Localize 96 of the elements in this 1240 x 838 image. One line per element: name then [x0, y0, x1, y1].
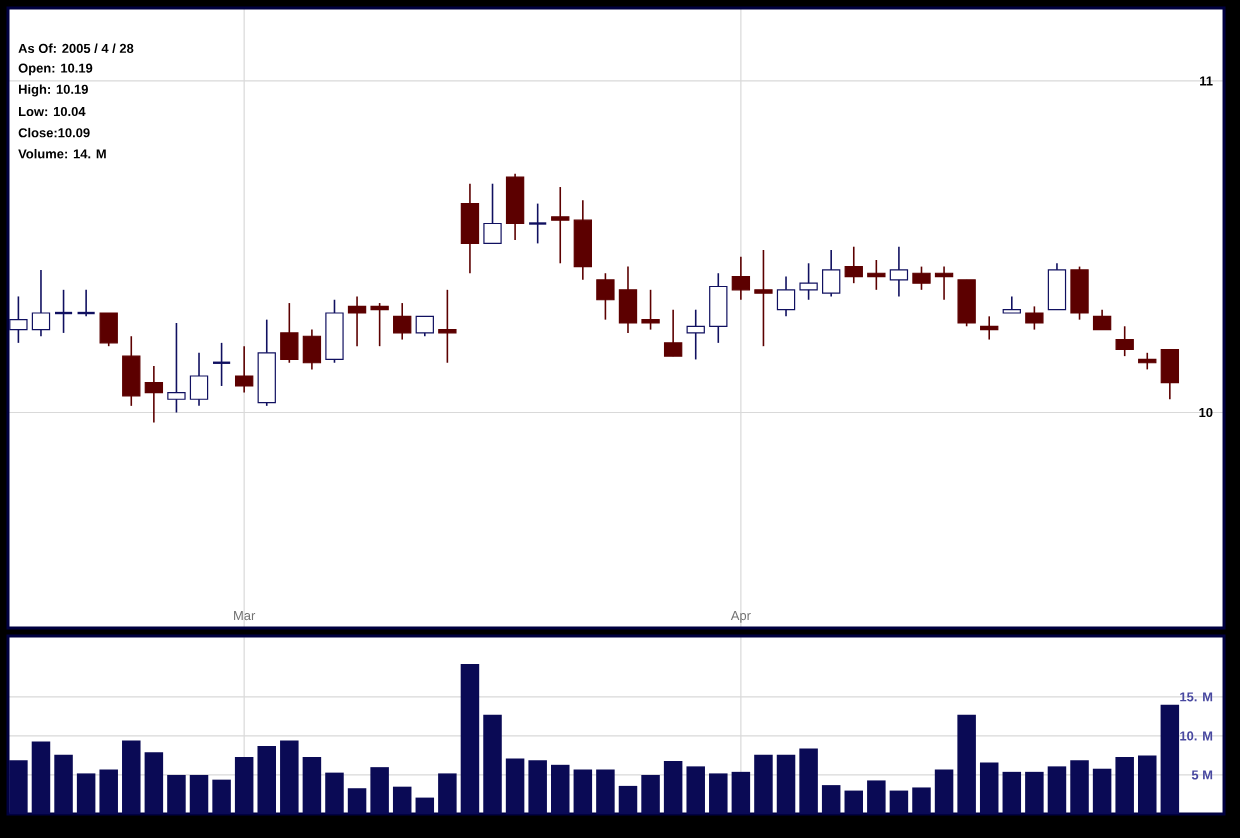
bar [528, 760, 547, 814]
bar [573, 769, 593, 814]
bar [9, 760, 28, 814]
candlestick [122, 335, 141, 407]
candlestick [822, 249, 841, 298]
candlestick [234, 345, 254, 394]
candlestick [731, 255, 751, 301]
bar [799, 748, 818, 814]
candlestick [370, 302, 389, 347]
candlestick [393, 302, 412, 341]
candlestick [483, 182, 502, 245]
bar [234, 757, 254, 814]
bar [979, 762, 999, 814]
bar [483, 714, 502, 814]
bar [934, 769, 954, 814]
candlestick [31, 269, 51, 338]
candlestick [1115, 325, 1134, 357]
bar [392, 786, 412, 814]
candlestick [1092, 308, 1112, 331]
candlestick [641, 289, 660, 331]
bar [167, 774, 186, 814]
bar [99, 769, 118, 814]
candlestick [618, 265, 638, 334]
candlestick [844, 245, 863, 284]
bar [1138, 755, 1157, 814]
candlestick [167, 322, 186, 414]
bar [618, 785, 638, 814]
bar [754, 754, 773, 814]
candlestick [1070, 265, 1089, 321]
bar [1047, 766, 1067, 814]
bar [776, 754, 796, 814]
bar [889, 790, 909, 814]
candlestick [686, 308, 705, 361]
candlestick [325, 298, 344, 364]
bar [663, 760, 683, 814]
candlestick [1047, 262, 1067, 311]
bar [144, 752, 164, 814]
bar [347, 788, 367, 814]
candlestick [189, 352, 209, 407]
bar [686, 766, 705, 814]
bar [731, 771, 751, 814]
candlestick [912, 265, 931, 291]
candlestick [889, 245, 909, 298]
candlestick [957, 279, 976, 328]
candlestick [573, 199, 593, 281]
bar [505, 758, 525, 814]
candlestick [438, 289, 457, 364]
bar [1070, 760, 1089, 814]
bar [460, 664, 480, 814]
bar [31, 741, 51, 814]
bar [212, 779, 231, 814]
bar [370, 767, 389, 814]
candlestick [663, 308, 683, 357]
bar [302, 757, 322, 814]
bar [821, 785, 841, 814]
candlestick [754, 249, 773, 347]
bar [189, 774, 209, 814]
candlestick [99, 312, 118, 347]
candlestick [1025, 305, 1044, 331]
candlestick [776, 275, 796, 318]
bar [122, 740, 141, 814]
candlestick [144, 365, 164, 424]
bar [280, 740, 299, 814]
candlestick [867, 259, 886, 291]
candlestick [551, 186, 570, 265]
bar [912, 787, 931, 814]
candlestick [280, 302, 299, 364]
bar [550, 764, 570, 814]
bar [957, 714, 976, 814]
bar [257, 746, 276, 814]
bar [867, 780, 886, 814]
bar [844, 790, 864, 814]
candlestick [460, 182, 480, 275]
bar [1002, 771, 1022, 814]
bar [1115, 757, 1134, 814]
candlestick [505, 172, 525, 241]
bar [1160, 704, 1180, 814]
candlestick [415, 315, 434, 338]
bar [641, 774, 660, 814]
bar [1092, 768, 1112, 814]
bar [709, 773, 728, 814]
candlestick [527, 202, 548, 245]
candlestick [1160, 348, 1180, 401]
candlestick [302, 328, 322, 371]
bar [325, 772, 344, 814]
bar [76, 773, 96, 814]
candlestick [709, 272, 728, 344]
bar [415, 797, 435, 814]
candlestick [347, 295, 367, 347]
candlestick [799, 262, 818, 301]
bar [438, 773, 457, 814]
candlestick [1002, 295, 1021, 314]
bar [596, 769, 615, 814]
candlestick [596, 272, 615, 321]
bar [1025, 771, 1044, 814]
bar [54, 754, 73, 814]
